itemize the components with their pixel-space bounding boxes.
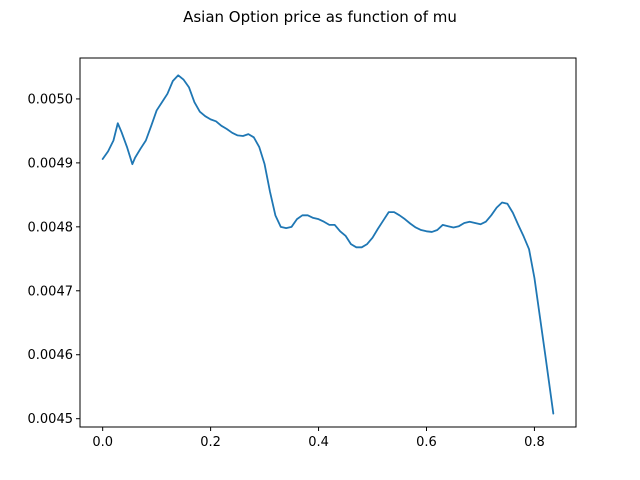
- series-line-0: [101, 74, 555, 415]
- plot-area: 0.0 0.2 0.4 0.6 0.8 0.0045 0.0046 0.0047 0.0048 0…: [28, 57, 577, 450]
- y-tick-label: 0.0045: [28, 412, 74, 427]
- x-tick-label: 0.2: [200, 435, 221, 450]
- x-tick-label: 0.8: [524, 435, 545, 450]
- x-tick-label: 0.4: [308, 435, 329, 450]
- x-tick-label: 0.6: [416, 435, 437, 450]
- y-tick-label: 0.0050: [28, 92, 74, 107]
- chart-title: Asian Option price as function of mu: [183, 8, 457, 26]
- y-tick-label: 0.0048: [28, 220, 74, 235]
- y-tick-label: 0.0047: [28, 284, 74, 299]
- y-tick-label: 0.0049: [28, 156, 74, 171]
- x-tick-label: 0.0: [92, 435, 113, 450]
- y-tick-label: 0.0046: [28, 348, 74, 363]
- axes-frame: [79, 57, 577, 428]
